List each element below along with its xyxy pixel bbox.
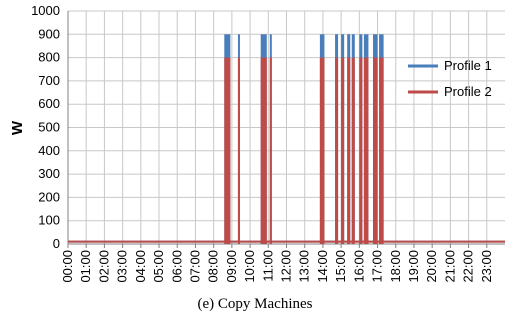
x-tick-label: 16:00 — [351, 250, 366, 283]
bar-profile-2 — [359, 57, 363, 244]
x-tick-label: 12:00 — [279, 250, 294, 283]
bar-profile-2 — [269, 57, 272, 244]
legend-label-2: Profile 2 — [444, 84, 492, 99]
y-tick-label: 300 — [38, 166, 60, 181]
bar-profile-2 — [341, 57, 345, 244]
bar-profile-2 — [379, 57, 384, 244]
y-tick-label: 900 — [38, 26, 60, 41]
bar-profile-2 — [335, 57, 339, 244]
bar-profile-2 — [237, 57, 240, 244]
y-tick-label: 200 — [38, 189, 60, 204]
x-tick-label: 04:00 — [133, 250, 148, 283]
y-tick-label: 1000 — [31, 3, 60, 18]
bar-profile-2 — [363, 57, 369, 244]
y-tick-label: 500 — [38, 120, 60, 135]
x-tick-label: 18:00 — [388, 250, 403, 283]
x-tick-label: 22:00 — [461, 250, 476, 283]
y-tick-label: 800 — [38, 50, 60, 65]
x-tick-label: 01:00 — [78, 250, 93, 283]
x-tick-label: 05:00 — [151, 250, 166, 283]
bar-profile-2 — [351, 57, 355, 244]
x-tick-label: 17:00 — [370, 250, 385, 283]
y-tick-label: 600 — [38, 96, 60, 111]
bar-profile-2 — [224, 57, 231, 244]
bar-profile-2 — [347, 57, 351, 244]
bar-profile-2 — [372, 57, 378, 244]
x-tick-label: 21:00 — [442, 250, 457, 283]
x-tick-label: 19:00 — [406, 250, 421, 283]
x-tick-label: 14:00 — [315, 250, 330, 283]
x-tick-label: 13:00 — [297, 250, 312, 283]
x-tick-label: 11:00 — [260, 250, 275, 282]
y-tick-label: 700 — [38, 73, 60, 88]
chart-caption: (e) Copy Machines — [197, 296, 313, 312]
x-tick-label: 08:00 — [206, 250, 221, 283]
x-tick-label: 09:00 — [224, 250, 239, 283]
x-tick-label: 20:00 — [424, 250, 439, 283]
y-tick-label: 100 — [38, 213, 60, 228]
legend-label-1: Profile 1 — [444, 58, 492, 73]
bar-profile-2 — [260, 57, 267, 244]
x-tick-label: 07:00 — [187, 250, 202, 283]
x-tick-label: 15:00 — [333, 250, 348, 283]
y-axis-label: W — [9, 120, 26, 135]
x-tick-label: 10:00 — [242, 250, 257, 283]
x-tick-label: 00:00 — [60, 250, 75, 283]
y-tick-label: 400 — [38, 143, 60, 158]
x-tick-label: 23:00 — [479, 250, 494, 283]
x-tick-label: 03:00 — [115, 250, 130, 283]
x-tick-label: 02:00 — [96, 250, 111, 283]
y-tick-label: 0 — [53, 236, 60, 251]
x-tick-label: 06:00 — [169, 250, 184, 283]
bar-profile-2 — [319, 57, 325, 244]
